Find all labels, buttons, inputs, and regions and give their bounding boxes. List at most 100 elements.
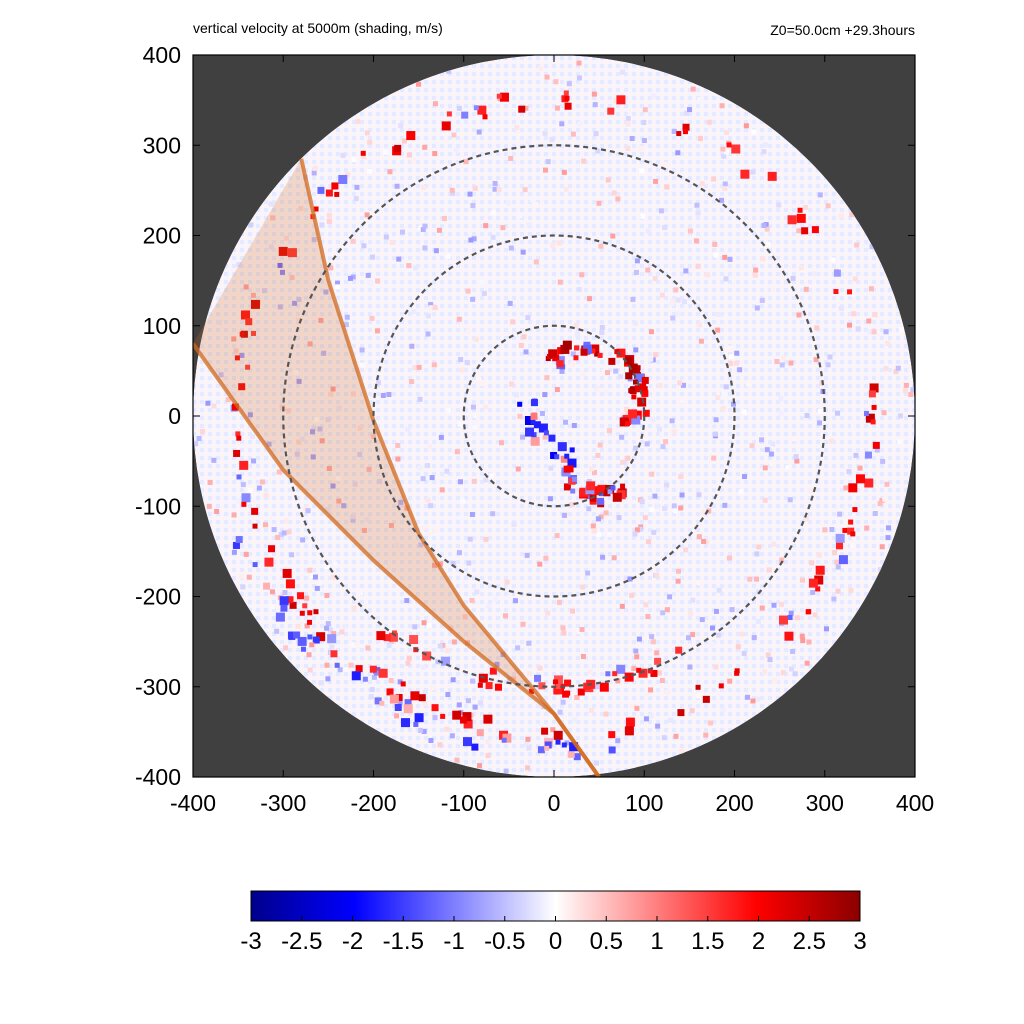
heatmap-cell [716, 587, 722, 593]
heatmap-cell [619, 603, 625, 609]
heatmap-cell [829, 438, 835, 444]
heatmap-cell [677, 709, 685, 717]
heatmap-cell [240, 482, 246, 488]
heatmap-cell [872, 510, 878, 516]
heatmap-cell [570, 608, 576, 614]
heatmap-cell [615, 678, 621, 684]
heatmap-cell [360, 150, 366, 156]
heatmap-cell [376, 631, 386, 641]
heatmap-cell [533, 202, 539, 208]
heatmap-cell [401, 138, 407, 144]
heatmap-cell [247, 412, 253, 418]
heatmap-cell [650, 669, 658, 677]
heatmap-cell [450, 677, 456, 683]
heatmap-cell [454, 757, 460, 763]
x-tick-label: -100 [441, 790, 487, 816]
heatmap-cell [479, 381, 485, 387]
heatmap-cell [485, 753, 491, 759]
heatmap-cell [594, 684, 600, 690]
heatmap-cell [289, 601, 297, 609]
heatmap-cell [450, 560, 456, 566]
heatmap-cell [835, 588, 841, 594]
heatmap-cell [847, 322, 853, 328]
heatmap-cell [351, 605, 357, 611]
heatmap-cell [287, 631, 295, 639]
heatmap-cell [838, 213, 844, 219]
heatmap-cell [781, 355, 787, 361]
heatmap-cell [214, 508, 220, 514]
heatmap-cell [605, 370, 611, 376]
heatmap-cell [277, 304, 283, 310]
heatmap-cell [885, 535, 891, 541]
heatmap-cell [537, 746, 545, 754]
heatmap-cell [450, 190, 456, 196]
heatmap-cell [406, 131, 416, 141]
heatmap-cell [576, 628, 582, 634]
heatmap-cell [248, 222, 254, 228]
heatmap-cell [580, 584, 586, 590]
heatmap-cell [367, 168, 373, 174]
heatmap-cell [406, 152, 412, 158]
heatmap-cell [240, 584, 246, 590]
heatmap-cell [514, 125, 520, 131]
heatmap-cell [361, 527, 367, 533]
heatmap-cell [432, 526, 438, 532]
heatmap-cell [445, 253, 451, 259]
heatmap-cell [321, 350, 327, 356]
heatmap-cell [903, 382, 909, 388]
heatmap-cell [737, 367, 743, 373]
heatmap-cell [292, 300, 298, 306]
heatmap-cell [300, 646, 306, 652]
heatmap-cell [530, 399, 538, 407]
heatmap-cell [518, 342, 524, 348]
heatmap-cell [441, 215, 447, 221]
heatmap-cell [804, 413, 810, 419]
heatmap-cell [319, 438, 325, 444]
heatmap-cell [427, 444, 433, 450]
heatmap-cell [800, 637, 806, 643]
heatmap-cell [451, 132, 457, 138]
heatmap-cell [420, 226, 426, 232]
heatmap-cell [458, 479, 464, 485]
heatmap-cell [489, 667, 497, 675]
heatmap-cell [326, 465, 332, 471]
heatmap-cell [524, 415, 534, 425]
heatmap-cell [418, 694, 426, 702]
heatmap-cell [456, 702, 462, 708]
heatmap-cell [555, 739, 561, 745]
heatmap-cell [741, 409, 747, 415]
heatmap-cell [421, 620, 427, 626]
heatmap-cell [883, 329, 889, 335]
heatmap-cell [492, 186, 498, 192]
heatmap-cell [317, 426, 323, 432]
heatmap-cell [573, 753, 581, 761]
heatmap-cell [420, 664, 426, 670]
heatmap-cell [573, 355, 579, 361]
heatmap-cell [596, 387, 602, 393]
heatmap-cell [526, 222, 532, 228]
heatmap-cell [446, 407, 452, 413]
heatmap-cell [625, 115, 631, 121]
heatmap-cell [281, 410, 287, 416]
heatmap-cell [286, 529, 292, 535]
heatmap-cell [595, 452, 601, 458]
colorbar-tick-label: -0.5 [484, 928, 525, 955]
heatmap-cell [625, 455, 631, 461]
heatmap-cell [675, 578, 681, 584]
heatmap-cell [256, 485, 262, 491]
heatmap-cell [745, 246, 751, 252]
y-tick-label: 400 [143, 42, 181, 68]
heatmap-cell [231, 549, 237, 555]
heatmap-cell [508, 155, 514, 161]
heatmap-cell [369, 315, 375, 321]
heatmap-cell [668, 301, 674, 307]
heatmap-cell [483, 477, 489, 483]
heatmap-cell [525, 427, 535, 437]
range-ring [462, 324, 646, 508]
heatmap-cell [351, 157, 357, 163]
heatmap-cell [785, 465, 791, 471]
heatmap-cell [882, 496, 888, 502]
heatmap-cell [268, 545, 276, 553]
heatmap-cell [523, 349, 529, 355]
heatmap-cell [231, 336, 237, 342]
